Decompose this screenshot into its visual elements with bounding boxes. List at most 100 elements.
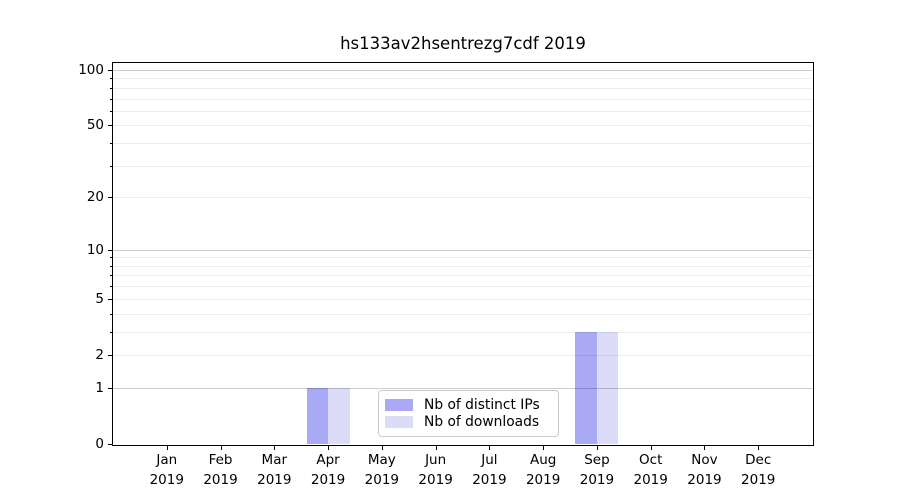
x-tick-month: Aug [529, 452, 557, 468]
x-tick-month: Jul [481, 452, 498, 468]
gridline-minor [113, 78, 812, 80]
x-tick-year: 2019 [633, 472, 668, 488]
x-tick-label: Sep 2019 [565, 450, 629, 490]
y-tick-label: 10 [86, 241, 104, 258]
gridline-major [113, 249, 812, 251]
x-tick-mark [435, 446, 437, 450]
gridline-minor [113, 125, 812, 127]
legend-swatch-downloads [385, 416, 413, 428]
x-tick-mark [596, 446, 598, 450]
gridline-minor [113, 87, 812, 89]
legend-item-distinct-ips: Nb of distinct IPs [385, 397, 550, 413]
x-tick-year: 2019 [203, 472, 238, 488]
x-tick-year: 2019 [525, 472, 561, 488]
x-tick-mark [220, 446, 222, 450]
legend: Nb of distinct IPs Nb of downloads [378, 390, 559, 437]
x-tick-year: 2019 [579, 472, 615, 488]
gridline-minor [113, 98, 812, 100]
y-tick-label: 2 [95, 346, 104, 363]
y-minor-tick-mark [110, 125, 112, 127]
y-minor-tick-mark [110, 331, 112, 333]
y-minor-tick-mark [110, 143, 112, 145]
y-tick-mark [108, 444, 112, 445]
x-tick-label: Jan 2019 [135, 450, 199, 490]
x-tick-mark [543, 446, 545, 450]
y-minor-tick-mark [110, 286, 112, 288]
x-tick-year: 2019 [418, 472, 453, 488]
x-tick-year: 2019 [257, 472, 292, 488]
y-tick-label: 1 [95, 379, 104, 396]
y-minor-tick-mark [110, 98, 112, 100]
gridline-minor [113, 286, 812, 288]
legend-label-distinct-ips: Nb of distinct IPs [424, 397, 540, 413]
legend-item-downloads: Nb of downloads [385, 414, 550, 430]
y-tick-label: 100 [78, 62, 104, 78]
gridline-minor [113, 143, 812, 145]
bar-distinct-ips [306, 387, 329, 444]
y-tick-label: 0 [95, 436, 104, 452]
x-tick-month: May [367, 452, 396, 468]
plot-border [112, 62, 814, 446]
bar-distinct-ips [575, 331, 597, 444]
y-minor-tick-mark [110, 298, 112, 300]
x-tick-label: Nov 2019 [672, 450, 736, 490]
x-tick-mark [489, 446, 491, 450]
x-tick-label: Oct 2019 [619, 450, 683, 490]
y-minor-tick-mark [110, 257, 112, 259]
x-tick-mark [650, 446, 652, 450]
gridline-minor [113, 165, 812, 167]
x-tick-mark [758, 446, 760, 450]
gridline-minor [113, 110, 812, 112]
y-tick-label: 20 [86, 189, 104, 206]
x-tick-month: Sep [584, 452, 610, 468]
x-tick-mark [274, 446, 276, 450]
legend-label-downloads: Nb of downloads [424, 414, 540, 430]
x-tick-month: Jun [425, 452, 447, 468]
y-tick-label: 50 [86, 117, 104, 134]
x-tick-label: Dec 2019 [726, 450, 790, 490]
gridline-minor [113, 265, 812, 267]
x-tick-mark [381, 446, 383, 450]
x-tick-month: Apr [316, 452, 340, 468]
x-tick-mark [328, 446, 330, 450]
x-tick-year: 2019 [741, 472, 776, 488]
x-tick-month: Jan [156, 452, 178, 468]
y-tick-label: 5 [95, 290, 104, 307]
gridline-minor [113, 275, 812, 277]
y-minor-tick-mark [110, 87, 112, 89]
y-tick-mark [108, 249, 112, 251]
gridline-major [113, 70, 812, 71]
y-tick-mark [108, 387, 112, 389]
x-tick-month: Oct [639, 452, 663, 468]
x-tick-year: 2019 [149, 472, 184, 488]
x-tick-month: Mar [261, 452, 288, 468]
x-tick-label: May 2019 [350, 450, 414, 490]
gridline-minor [113, 331, 812, 333]
gridline-minor [113, 298, 812, 300]
x-tick-year: 2019 [364, 472, 400, 488]
x-tick-year: 2019 [310, 472, 346, 488]
x-tick-label: Mar 2019 [242, 450, 306, 490]
x-tick-label: Aug 2019 [511, 450, 575, 490]
y-tick-mark [108, 70, 112, 71]
gridline-minor [113, 197, 812, 199]
y-minor-tick-mark [110, 354, 112, 356]
x-tick-month: Nov [691, 452, 718, 468]
y-minor-tick-mark [110, 275, 112, 277]
legend-swatch-distinct-ips [385, 399, 413, 411]
bar-downloads [328, 387, 350, 444]
y-minor-tick-mark [110, 313, 112, 315]
x-tick-year: 2019 [687, 472, 722, 488]
y-minor-tick-mark [110, 265, 112, 267]
y-minor-tick-mark [110, 110, 112, 112]
y-minor-tick-mark [110, 197, 112, 199]
bar-downloads [596, 331, 619, 444]
chart-title: hs133av2hsentrezg7cdf 2019 [340, 34, 586, 53]
gridline-minor [113, 313, 812, 315]
x-tick-mark [166, 446, 168, 450]
gridline-minor [113, 257, 812, 259]
y-minor-tick-mark [110, 165, 112, 167]
x-tick-month: Dec [745, 452, 772, 468]
